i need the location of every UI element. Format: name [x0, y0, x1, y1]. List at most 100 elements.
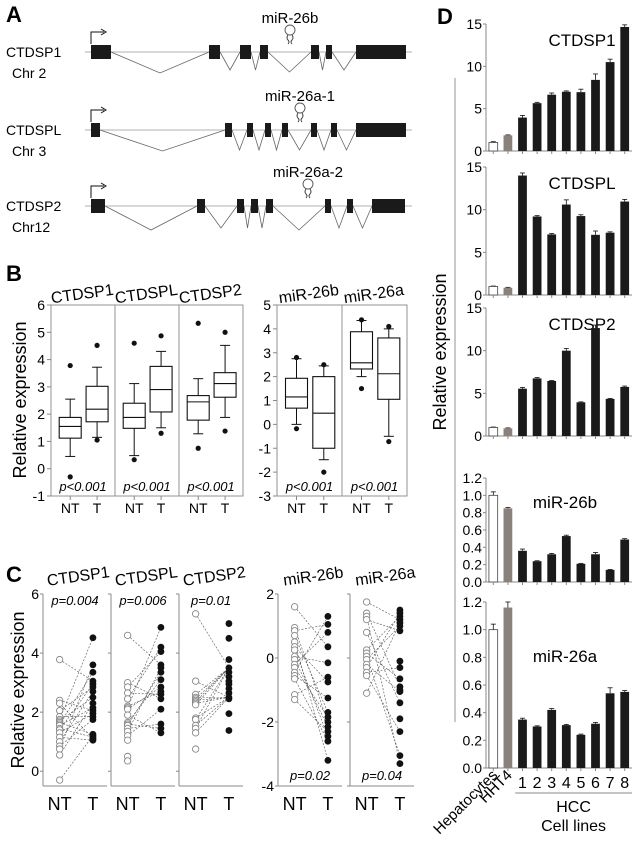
panel-label-b: B — [6, 261, 22, 286]
y-tick-label: 0.8 — [463, 649, 483, 665]
outlier-point — [195, 445, 201, 451]
bar-chart-ctdsp1: 0 5 10 15 CTDSP1 — [466, 16, 632, 159]
p-value-label: p=0.01 — [190, 593, 231, 608]
hairpin-stem-icon — [286, 34, 294, 45]
x-tick-label: T — [155, 794, 166, 814]
paired-group-ctdsp2: CTDSP2 p=0.01 NT T — [176, 564, 247, 814]
bar-6 — [591, 234, 600, 295]
nt-point — [55, 751, 64, 759]
pair-connector — [195, 667, 230, 703]
panel-label-c: C — [6, 562, 22, 587]
tss-arrow-icon — [90, 31, 104, 44]
t-point — [157, 668, 165, 676]
t-point — [89, 661, 97, 669]
p-value-label: p=0.02 — [289, 768, 331, 783]
pair-connector — [366, 616, 401, 764]
bar-hht4 — [503, 428, 513, 436]
pair-connector — [59, 664, 94, 750]
bar-3 — [547, 380, 557, 436]
pair-connector — [294, 675, 329, 699]
iqr-box — [377, 337, 401, 400]
y-tick-label: 1 — [263, 393, 271, 409]
exon-block — [311, 123, 317, 137]
x-label-cell-line: 1 — [518, 775, 527, 792]
pair-connector — [294, 667, 329, 718]
outlier-point — [321, 362, 327, 368]
y-tick-label: 0 — [266, 650, 274, 666]
y-tick-label: 3 — [263, 345, 271, 361]
t-point — [396, 699, 404, 707]
nt-point — [123, 705, 132, 713]
nt-point — [123, 757, 132, 765]
intron-splice-line — [330, 205, 348, 230]
nt-point — [55, 655, 64, 664]
y-tick-label: 10 — [466, 202, 482, 218]
t-point — [324, 643, 332, 651]
t-point — [324, 737, 332, 745]
intron-splice-line — [352, 205, 373, 230]
x-tick-label: T — [394, 794, 405, 814]
bar-3 — [547, 94, 557, 151]
pair-connector — [294, 699, 329, 732]
t-point — [89, 668, 97, 676]
y-tick-label: 0.6 — [463, 677, 483, 693]
nt-point — [191, 729, 200, 737]
bar-5 — [576, 216, 586, 295]
x-tick-label: T — [93, 500, 102, 516]
pair-connector — [366, 664, 401, 692]
exon-block — [372, 199, 405, 213]
outlier-point — [94, 342, 100, 348]
bar-4 — [561, 536, 571, 582]
y-tick-label: 0 — [263, 416, 271, 432]
bar-1 — [518, 175, 527, 295]
x-tick-label: NT — [355, 794, 379, 814]
y-tick-label: -2 — [259, 464, 272, 480]
bar-8 — [620, 201, 630, 295]
boxplot-group-mir-26a: miR-26a p<0.001 NT T — [341, 282, 405, 516]
chromosome-label: Chr 3 — [12, 143, 46, 159]
x-tick-label: NT — [283, 794, 307, 814]
intron-splice-line — [252, 129, 266, 152]
x-tick-label: NT — [184, 794, 208, 814]
outlier-point — [386, 323, 392, 330]
y-tick-label: 2 — [263, 369, 271, 385]
nt-point — [55, 699, 64, 707]
bar-7 — [605, 693, 615, 768]
t-point — [396, 752, 404, 759]
chromosome-label: Chr12 — [12, 219, 50, 235]
y-tick-label: 1 — [37, 433, 45, 449]
intron-splice-line — [99, 129, 226, 152]
gene-track-ctdspl: CTDSPL Chr 3 miR-26a-1 — [6, 88, 412, 159]
pair-connector — [195, 667, 230, 700]
bar-4 — [561, 350, 571, 436]
group-title: CTDSP2 — [182, 564, 247, 590]
outlier-point — [158, 430, 164, 436]
t-point — [396, 688, 404, 695]
exon-block — [251, 199, 258, 213]
y-tick-label: 5 — [474, 101, 482, 117]
nt-point — [191, 745, 200, 753]
nt-point — [290, 603, 299, 611]
x-tick-label: NT — [352, 500, 371, 516]
p-value-label: p=0.004 — [50, 593, 98, 608]
boxplot-group-ctdsp2: CTDSP2 p<0.001 NT T — [178, 282, 243, 516]
t-point — [157, 695, 165, 703]
y-tick-label: 0.2 — [463, 557, 483, 573]
x-tick-label: NT — [189, 500, 208, 516]
t-point — [396, 675, 404, 683]
pair-connector — [127, 714, 162, 734]
pair-connector — [294, 624, 328, 632]
y-tick-label: 0 — [474, 287, 482, 303]
nt-point — [290, 695, 299, 704]
intron-splice-line — [104, 205, 198, 231]
pair-connector — [294, 649, 329, 737]
t-point — [324, 757, 332, 764]
boxplot-group-ctdspl: CTDSPL p<0.001 NT T — [114, 282, 179, 516]
pair-connector — [366, 667, 400, 673]
intron-splice-line — [336, 129, 357, 151]
bar-1 — [518, 719, 527, 768]
